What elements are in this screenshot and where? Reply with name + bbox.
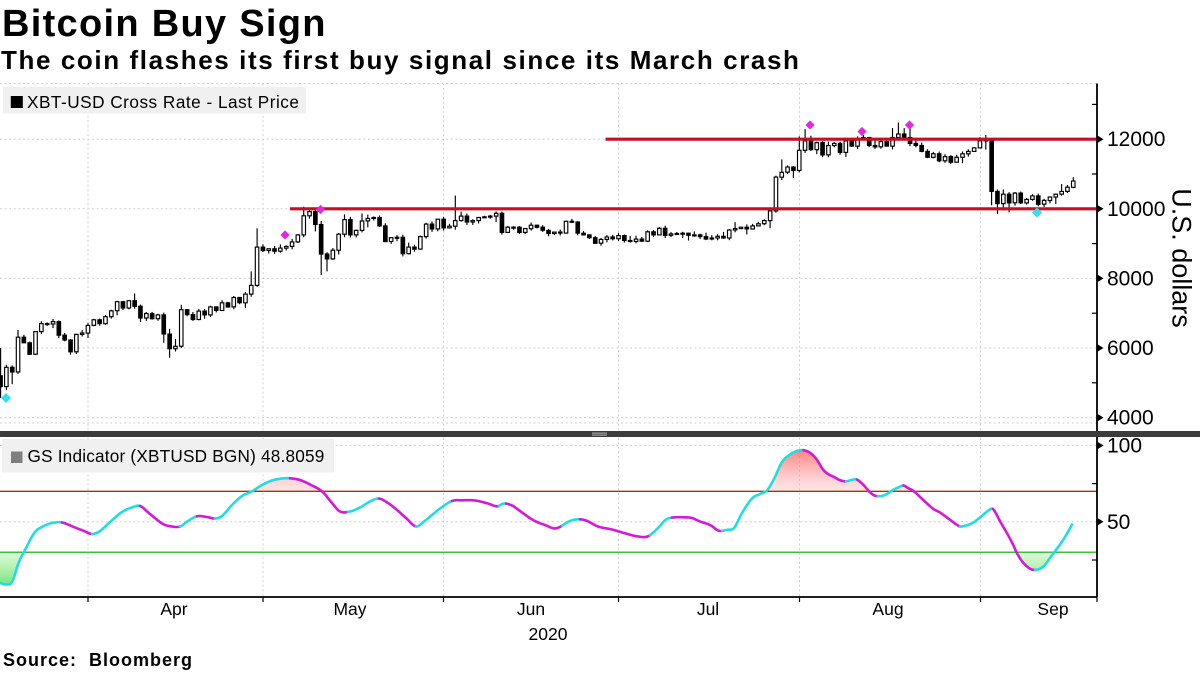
svg-text:10000: 10000 <box>1107 198 1165 221</box>
svg-text:100: 100 <box>1107 435 1142 458</box>
svg-text:8000: 8000 <box>1107 267 1154 290</box>
svg-text:GS Indicator (XBTUSD BGN) 48.8: GS Indicator (XBTUSD BGN) 48.8059 <box>28 446 325 466</box>
svg-text:XBT-USD Cross Rate - Last Pric: XBT-USD Cross Rate - Last Price <box>27 92 299 112</box>
svg-text:50: 50 <box>1107 511 1130 534</box>
svg-text:Jul: Jul <box>697 599 719 619</box>
svg-text:12000: 12000 <box>1107 128 1165 151</box>
svg-text:U.S. dollars: U.S. dollars <box>1167 188 1197 328</box>
svg-text:Jun: Jun <box>517 599 545 619</box>
svg-text:Aug: Aug <box>872 599 903 619</box>
svg-text:Sep: Sep <box>1037 599 1068 619</box>
svg-text:Apr: Apr <box>160 599 187 619</box>
svg-text:2020: 2020 <box>529 624 568 644</box>
svg-text:4000: 4000 <box>1107 407 1154 430</box>
svg-text:6000: 6000 <box>1107 337 1154 360</box>
svg-text:May: May <box>333 599 366 619</box>
